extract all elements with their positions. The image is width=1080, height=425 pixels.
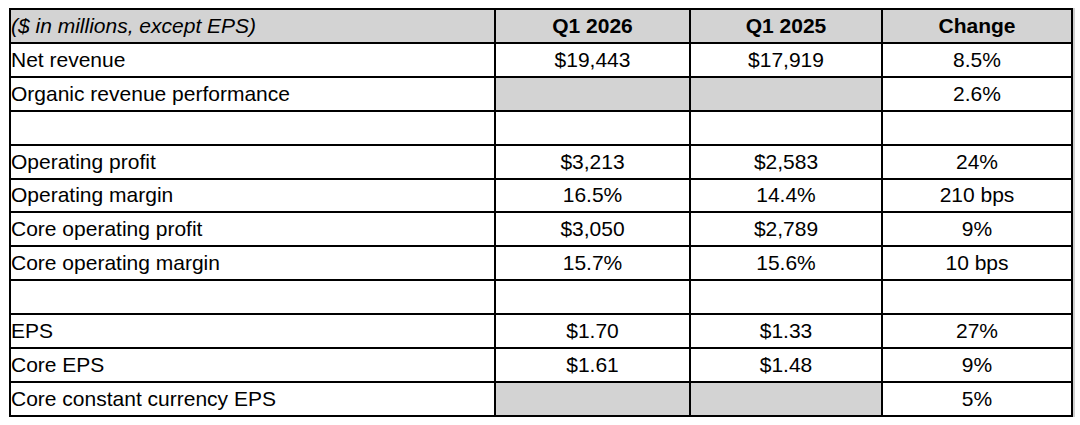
page: ($ in millions, except EPS) Q1 2026 Q1 2… (0, 0, 1080, 425)
table-row-core-operating-profit: Core operating profit $3,050 $2,789 9% (10, 212, 1072, 246)
change-value (882, 280, 1072, 314)
q1-2026-value (495, 77, 690, 111)
row-label: Core constant currency EPS (10, 382, 495, 416)
change-value: 9% (882, 212, 1072, 246)
table-row-operating-margin: Operating margin 16.5% 14.4% 210 bps (10, 179, 1072, 213)
q1-2026-value: $3,050 (495, 212, 690, 246)
header-q1-2025: Q1 2025 (690, 9, 882, 43)
change-value: 8.5% (882, 43, 1072, 77)
table-row-net-revenue: Net revenue $19,443 $17,919 8.5% (10, 43, 1072, 77)
table-row-eps: EPS $1.70 $1.33 27% (10, 314, 1072, 348)
q1-2026-value: 15.7% (495, 246, 690, 280)
row-label: Organic revenue performance (10, 77, 495, 111)
table-row-core-eps: Core EPS $1.61 $1.48 9% (10, 348, 1072, 382)
change-value: 210 bps (882, 179, 1072, 213)
change-value: 2.6% (882, 77, 1072, 111)
table-header-row: ($ in millions, except EPS) Q1 2026 Q1 2… (10, 9, 1072, 43)
table-row-blank (10, 280, 1072, 314)
q1-2026-value (495, 382, 690, 416)
row-label: Core EPS (10, 348, 495, 382)
q1-2025-value: $17,919 (690, 43, 882, 77)
table-row-operating-profit: Operating profit $3,213 $2,583 24% (10, 145, 1072, 179)
header-units-note: ($ in millions, except EPS) (10, 9, 495, 43)
table-row-organic-revenue: Organic revenue performance 2.6% (10, 77, 1072, 111)
q1-2025-value (690, 280, 882, 314)
q1-2026-value: $3,213 (495, 145, 690, 179)
table-row-core-operating-margin: Core operating margin 15.7% 15.6% 10 bps (10, 246, 1072, 280)
q1-2025-value (690, 111, 882, 145)
q1-2025-value: 14.4% (690, 179, 882, 213)
q1-2026-value: $19,443 (495, 43, 690, 77)
table-row-blank (10, 111, 1072, 145)
header-q1-2026: Q1 2026 (495, 9, 690, 43)
change-value: 10 bps (882, 246, 1072, 280)
change-value: 5% (882, 382, 1072, 416)
table-row-core-constant-currency-eps: Core constant currency EPS 5% (10, 382, 1072, 416)
row-label: Core operating profit (10, 212, 495, 246)
q1-2025-value: $2,583 (690, 145, 882, 179)
q1-2025-value (690, 77, 882, 111)
q1-2026-value: $1.70 (495, 314, 690, 348)
q1-2025-value: 15.6% (690, 246, 882, 280)
q1-2026-value (495, 280, 690, 314)
change-value: 24% (882, 145, 1072, 179)
row-label: Operating profit (10, 145, 495, 179)
q1-2026-value (495, 111, 690, 145)
q1-2025-value: $2,789 (690, 212, 882, 246)
change-value: 9% (882, 348, 1072, 382)
row-label: EPS (10, 314, 495, 348)
q1-2025-value: $1.33 (690, 314, 882, 348)
change-value (882, 111, 1072, 145)
row-label: Net revenue (10, 43, 495, 77)
q1-2025-value: $1.48 (690, 348, 882, 382)
row-label: Core operating margin (10, 246, 495, 280)
header-change: Change (882, 9, 1072, 43)
q1-2025-value (690, 382, 882, 416)
row-label (10, 280, 495, 314)
row-label (10, 111, 495, 145)
row-label: Operating margin (10, 179, 495, 213)
change-value: 27% (882, 314, 1072, 348)
q1-2026-value: 16.5% (495, 179, 690, 213)
financial-summary-table: ($ in millions, except EPS) Q1 2026 Q1 2… (9, 8, 1073, 417)
q1-2026-value: $1.61 (495, 348, 690, 382)
